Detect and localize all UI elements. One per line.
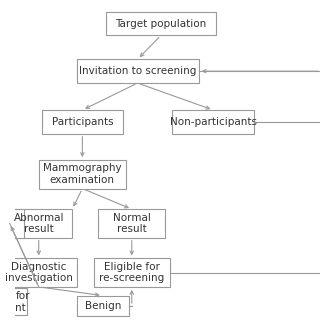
FancyBboxPatch shape bbox=[42, 110, 123, 134]
FancyBboxPatch shape bbox=[94, 258, 170, 287]
Text: Diagnostic
investigation: Diagnostic investigation bbox=[5, 262, 73, 284]
FancyBboxPatch shape bbox=[76, 59, 199, 83]
Text: Target population: Target population bbox=[115, 19, 206, 28]
Text: Participants: Participants bbox=[52, 117, 113, 127]
FancyBboxPatch shape bbox=[1, 258, 76, 287]
FancyBboxPatch shape bbox=[172, 110, 254, 134]
FancyBboxPatch shape bbox=[1, 288, 27, 316]
FancyBboxPatch shape bbox=[106, 12, 216, 36]
FancyBboxPatch shape bbox=[39, 160, 126, 188]
Text: Invitation to screening: Invitation to screening bbox=[79, 66, 196, 76]
Text: Eligible for
re-screening: Eligible for re-screening bbox=[99, 262, 164, 284]
Text: Normal
result: Normal result bbox=[113, 213, 151, 234]
FancyBboxPatch shape bbox=[76, 296, 129, 316]
FancyBboxPatch shape bbox=[1, 209, 24, 238]
Text: for
nt: for nt bbox=[15, 291, 30, 313]
Text: Non-participants: Non-participants bbox=[170, 117, 257, 127]
Text: Abnormal
result: Abnormal result bbox=[13, 213, 64, 234]
FancyBboxPatch shape bbox=[98, 209, 165, 238]
Text: Mammography
examination: Mammography examination bbox=[43, 164, 122, 185]
Text: Benign: Benign bbox=[84, 301, 121, 311]
FancyBboxPatch shape bbox=[5, 209, 72, 238]
